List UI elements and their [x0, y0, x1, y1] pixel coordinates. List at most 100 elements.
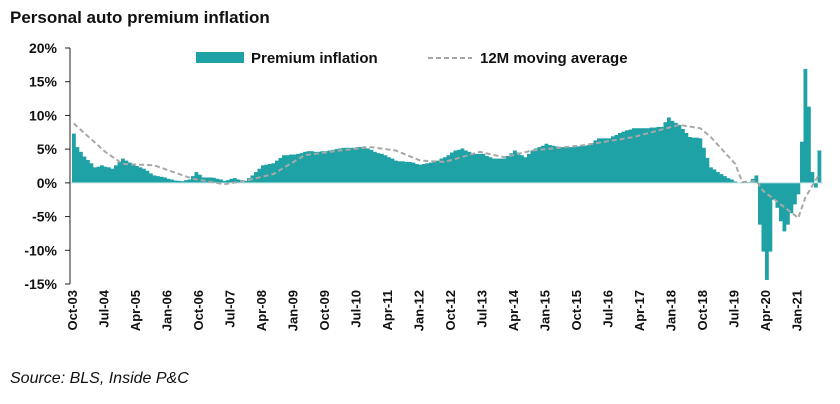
bar [719, 174, 724, 183]
bar [569, 147, 573, 183]
bar [597, 138, 601, 183]
bar [124, 160, 129, 183]
bar [387, 157, 391, 183]
bar [663, 122, 668, 183]
bar [397, 161, 402, 183]
bar [733, 181, 738, 183]
bar [695, 137, 699, 183]
bar [716, 172, 720, 183]
bar [660, 126, 664, 183]
bar [677, 124, 682, 183]
bar [439, 158, 444, 183]
bar [184, 180, 188, 183]
legend-label-premium-inflation: Premium inflation [251, 50, 378, 67]
bar [579, 145, 584, 183]
bar [786, 182, 790, 225]
bar [555, 146, 559, 183]
bar [782, 182, 787, 232]
bar [621, 131, 626, 183]
chart-source: Source: BLS, Inside P&C [10, 370, 189, 387]
bar [586, 145, 591, 183]
x-tick-label: Jan-09 [286, 290, 301, 331]
bar [306, 151, 311, 183]
bar [390, 158, 395, 183]
bar [709, 167, 713, 183]
bar [772, 182, 776, 200]
y-tick-label: 5% [37, 141, 58, 157]
bar [544, 143, 549, 183]
bar [562, 147, 566, 183]
x-tick-label: Oct-12 [443, 290, 458, 330]
bar [173, 180, 178, 183]
bar [324, 151, 328, 183]
bar [376, 153, 381, 183]
bar [565, 147, 570, 183]
bar [761, 182, 766, 252]
bar [723, 176, 727, 183]
bar [299, 153, 304, 183]
bar [765, 182, 769, 280]
chart-title: Personal auto premium inflation [10, 8, 270, 27]
bar [530, 150, 535, 183]
bar [670, 120, 675, 183]
x-tick-label: Oct-09 [317, 290, 332, 330]
bar [541, 145, 545, 183]
y-tick-label: 20% [29, 40, 58, 56]
bar [576, 146, 580, 183]
bar [159, 176, 164, 183]
bar [653, 127, 657, 183]
y-tick-label: 10% [29, 107, 58, 123]
bar [275, 160, 279, 183]
bar [355, 147, 360, 183]
bar [222, 180, 227, 183]
bar [373, 151, 377, 183]
x-tick-label: Jul-16 [601, 290, 616, 328]
bar [264, 164, 269, 183]
bar [110, 168, 115, 183]
legend-label-moving-average: 12M moving average [480, 50, 628, 67]
bar [614, 134, 619, 183]
bar [698, 138, 703, 183]
bar [639, 128, 643, 183]
bar [625, 130, 629, 183]
bar [303, 151, 307, 183]
bar [401, 161, 405, 183]
bar [418, 164, 423, 183]
bar [338, 148, 342, 183]
bar [810, 172, 815, 183]
bar [96, 166, 101, 183]
bar [156, 176, 160, 183]
bar [474, 153, 479, 183]
bar [205, 177, 209, 183]
bar [523, 157, 528, 183]
moving-average-line [73, 122, 821, 219]
bar [684, 132, 689, 183]
bar [404, 161, 409, 183]
x-tick-label: Jan-18 [664, 290, 679, 331]
bar [611, 136, 615, 183]
x-tick-label: Jan-12 [412, 290, 427, 331]
bar [131, 163, 136, 183]
bar [75, 147, 80, 183]
bar [803, 68, 808, 183]
bar [152, 175, 157, 183]
bar [667, 117, 671, 183]
bar [674, 122, 678, 183]
bar [558, 147, 563, 183]
y-tick-label: 15% [29, 74, 58, 90]
x-tick-label: Jul-07 [223, 290, 238, 328]
bar [114, 165, 118, 183]
bar [478, 153, 482, 183]
bar [814, 182, 818, 188]
bar [527, 153, 531, 183]
x-tick-label: Jan-15 [538, 290, 553, 331]
bar [128, 162, 132, 183]
bar [243, 180, 248, 183]
bar [394, 160, 398, 183]
bar [548, 145, 552, 183]
x-tick-label: Jan-21 [790, 290, 805, 331]
bar [215, 178, 220, 183]
legend-swatch-premium-inflation [196, 52, 244, 63]
bar [331, 149, 335, 183]
